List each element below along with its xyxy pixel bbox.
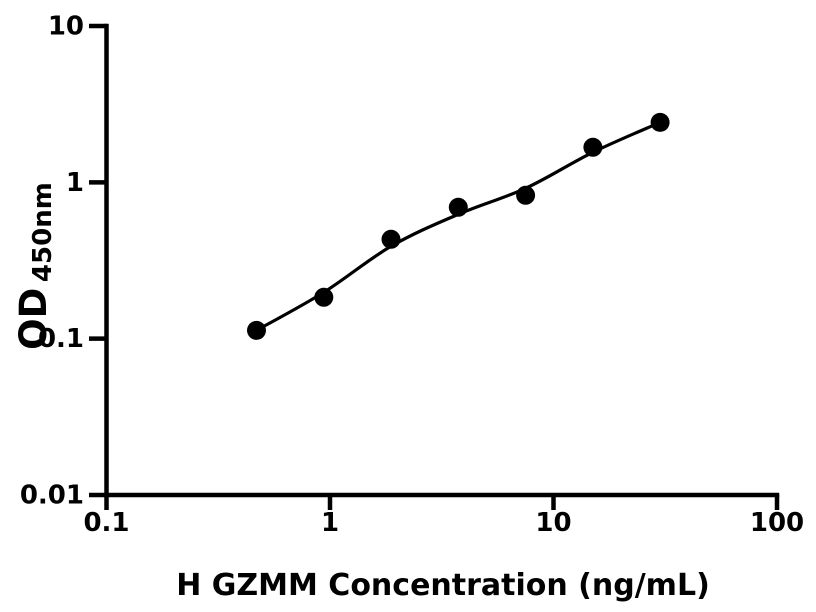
data-point xyxy=(247,320,266,340)
x-axis-title: H GZMM Concentration (ng/mL) xyxy=(176,568,710,603)
data-point xyxy=(650,112,670,132)
data-point xyxy=(314,287,334,307)
y-tick-label: 0.01 xyxy=(20,481,84,511)
y-axis-title-subscript: 450nm xyxy=(28,182,58,282)
y-tick-label: 1 xyxy=(66,168,84,198)
y-tick-label: 0.1 xyxy=(38,324,84,354)
x-tick-label: 0.1 xyxy=(83,508,129,538)
data-point xyxy=(583,137,603,157)
data-point xyxy=(516,185,536,205)
data-point xyxy=(381,229,401,249)
x-tick-label: 1 xyxy=(321,508,339,538)
x-tick-label: 100 xyxy=(750,508,804,538)
axis-ticks xyxy=(89,23,780,510)
data-points-layer xyxy=(247,112,670,340)
y-axis-title-main: OD xyxy=(12,288,55,350)
x-tick-label: 10 xyxy=(535,508,571,538)
y-tick-label: 10 xyxy=(48,12,84,42)
y-axis-title: OD 450nm xyxy=(12,182,58,350)
axes xyxy=(104,23,780,498)
data-point xyxy=(448,197,468,217)
